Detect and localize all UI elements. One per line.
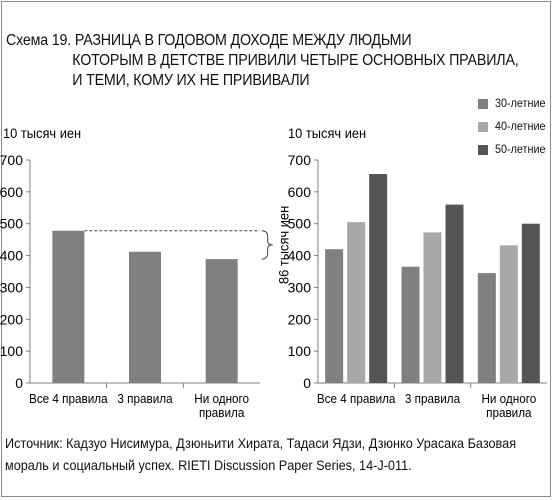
figure-title: Схема 19. РАЗНИЦА В ГОДОВОМ ДОХОДЕ МЕЖДУ… [6, 31, 519, 91]
right-bar-1-series-1 [325, 249, 344, 383]
right-x-tick-label: 3 правила [405, 391, 460, 406]
left-y-tick-label: 400 [0, 248, 23, 264]
title-line-2: КОТОРЫМ В ДЕТСТВЕ ПРИВИЛИ ЧЕТЫРЕ ОСНОВНЫ… [72, 52, 519, 69]
right-y-tick-label: 300 [288, 279, 312, 295]
source-line-1: Источник: Кадзуо Нисимура, Дзюньити Хира… [5, 435, 517, 451]
right-bar-3-series-1 [477, 273, 496, 383]
left-y-tick-label: 100 [0, 343, 23, 359]
chart-left: 0 100 200 300 400 500 600 700 Все 4 правила 3 пра… [0, 126, 292, 421]
legend-label-30: 30-летние [495, 96, 546, 110]
title-line-1: Схема 19. РАЗНИЦА В ГОДОВОМ ДОХОДЕ МЕЖДУ… [6, 32, 412, 49]
left-x-tick-label: Все 4 правила [29, 391, 108, 406]
legend-swatch-50 [478, 145, 488, 155]
left-difference-label: 86 тысяч иен [276, 206, 292, 284]
legend-label-40: 40-летние [495, 119, 546, 133]
left-y-tick-label: 0 [15, 375, 23, 391]
left-difference-brace [261, 230, 273, 260]
right-bar-2-series-1 [401, 266, 420, 383]
source-note: Источник: Кадзуо Нисимура, Дзюньити Хира… [5, 432, 548, 476]
right-y-axis-unit: 10 тысяч иен [288, 126, 366, 142]
left-y-axis-unit: 10 тысяч иен [3, 126, 81, 142]
right-bar-3-series-2 [499, 245, 518, 383]
right-bar-1-series-3 [369, 174, 388, 383]
title-line-3: И ТЕМИ, КОМУ ИХ НЕ ПРИВИВАЛИ [72, 72, 310, 89]
source-line-2: мораль и социальный успех. RIETI Discuss… [5, 457, 412, 473]
right-bar-1-series-2 [347, 222, 366, 383]
left-y-tick-label: 200 [0, 311, 23, 327]
right-bar-2-series-3 [445, 204, 464, 383]
right-bar-3-series-3 [521, 223, 540, 383]
left-y-tick-label: 300 [0, 279, 23, 295]
left-bar-2 [129, 251, 161, 383]
right-y-tick-label: 600 [288, 184, 312, 200]
left-y-tick-label: 700 [0, 152, 23, 168]
right-x-tick-label: Все 4 правила [317, 391, 396, 406]
right-bar-2-series-2 [423, 232, 442, 383]
left-x-tick-label: Ни одного правила [194, 391, 249, 420]
legend-swatch-40 [478, 122, 488, 132]
right-y-tick-label: 0 [303, 375, 311, 391]
legend-label-50: 50-летние [495, 142, 546, 156]
right-y-tick-label: 400 [288, 248, 312, 264]
left-x-tick-label: 3 правила [117, 391, 172, 406]
left-bar-1 [52, 230, 85, 383]
right-y-tick-label: 700 [288, 152, 312, 168]
left-y-tick-label: 500 [0, 216, 23, 232]
left-y-tick-label: 600 [0, 184, 23, 200]
left-bar-3 [205, 259, 238, 383]
legend-swatch-30 [478, 99, 488, 109]
chart-right: 0 100 200 300 400 500 600 700 Все 4 правила 3 пра… [288, 126, 547, 420]
right-y-tick-label: 100 [288, 343, 312, 359]
right-y-tick-label: 200 [288, 311, 312, 327]
right-x-tick-label: Ни одного правила [481, 391, 536, 420]
right-y-tick-label: 500 [288, 216, 312, 232]
